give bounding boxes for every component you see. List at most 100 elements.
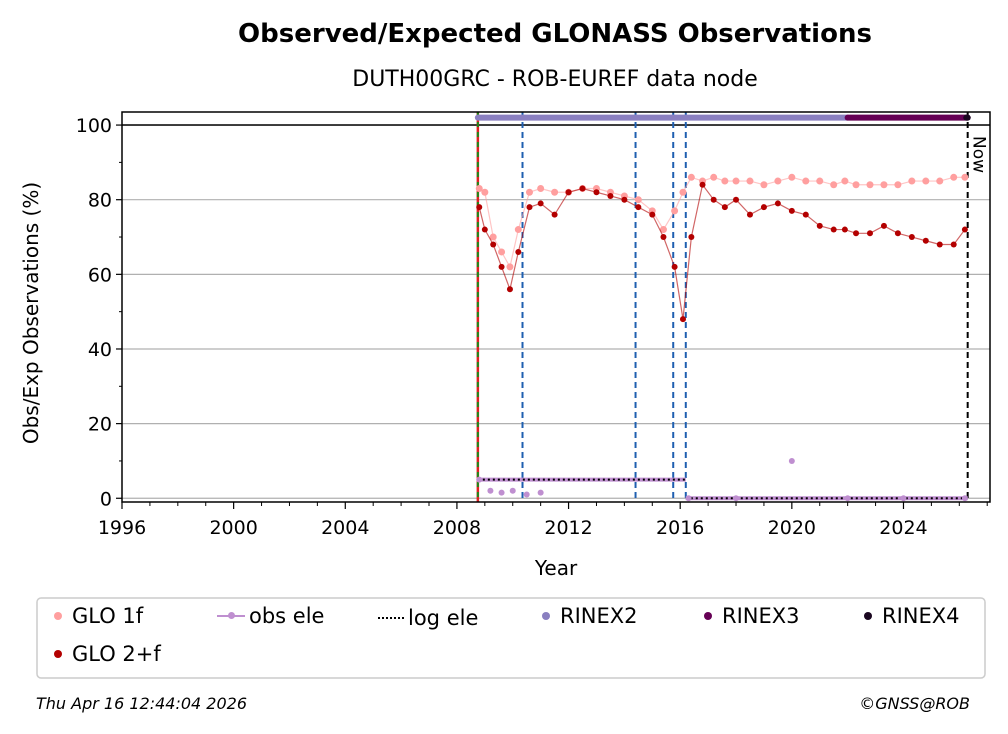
glo-2f-point-37 bbox=[922, 237, 929, 244]
obs-ele-point-8 bbox=[788, 457, 795, 464]
glo-1f-point-35 bbox=[894, 181, 902, 189]
obs-ele-point-10 bbox=[900, 495, 907, 502]
glo-1f-point-21 bbox=[710, 173, 718, 181]
glo-1f-point-29 bbox=[816, 177, 824, 185]
glo-2f-point-16 bbox=[660, 234, 667, 241]
legend-label-rinex4: RINEX4 bbox=[882, 604, 960, 628]
glo-2f-point-28 bbox=[802, 211, 809, 218]
footer-timestamp: Thu Apr 16 12:44:04 2026 bbox=[36, 694, 248, 713]
legend-item-rinex2: RINEX2 bbox=[536, 604, 638, 628]
glo-1f-point-38 bbox=[936, 177, 944, 185]
y-tick-label-100: 100 bbox=[76, 115, 112, 137]
obs-ele-point-4 bbox=[523, 491, 530, 498]
glo-2f-point-12 bbox=[607, 192, 614, 199]
glo-2f-point-27 bbox=[788, 207, 795, 214]
glo-1f-point-40 bbox=[961, 173, 969, 181]
glo-1f-point-1 bbox=[481, 188, 489, 196]
obs-ele-point-3 bbox=[509, 487, 516, 494]
legend-item-glo-1f: GLO 1f bbox=[48, 604, 143, 628]
glo-2f-point-31 bbox=[841, 226, 848, 233]
glo-2f-point-40 bbox=[961, 226, 968, 233]
glo-1f-point-30 bbox=[830, 181, 838, 189]
obs-ele-point-11 bbox=[961, 495, 968, 502]
glo-1f-point-3 bbox=[498, 248, 506, 256]
glo-1f-point-0 bbox=[475, 185, 483, 193]
x-tick-label-2000: 2000 bbox=[209, 517, 257, 539]
glo-1f-point-32 bbox=[852, 181, 860, 189]
glo-2f-point-24 bbox=[746, 211, 753, 218]
x-tick-label-2020: 2020 bbox=[768, 517, 816, 539]
obs-ele-point-7 bbox=[733, 495, 740, 502]
glo-2f-point-26 bbox=[774, 200, 781, 207]
chart-title: Observed/Expected GLONASS Observations bbox=[238, 19, 872, 49]
glo-1f-point-7 bbox=[537, 185, 545, 193]
glo-2f-point-11 bbox=[593, 189, 600, 196]
y-tick-label-0: 0 bbox=[100, 488, 112, 510]
glo-1f-point-24 bbox=[746, 177, 754, 185]
x-tick-label-2024: 2024 bbox=[879, 517, 927, 539]
glo-2f-point-0 bbox=[476, 204, 483, 211]
glo-1f-point-37 bbox=[922, 177, 930, 185]
glo-1f-point-4 bbox=[506, 263, 514, 271]
x-tick-label-2008: 2008 bbox=[433, 517, 481, 539]
glo-2f-point-9 bbox=[565, 189, 572, 196]
legend-box bbox=[36, 597, 986, 679]
now-label: Now bbox=[969, 136, 989, 173]
x-tick-label-2004: 2004 bbox=[321, 517, 369, 539]
glo-2f-point-13 bbox=[621, 196, 628, 203]
x-axis-label: Year bbox=[534, 556, 578, 580]
glo-1f-point-31 bbox=[841, 177, 849, 185]
x-tick-label-1996: 1996 bbox=[98, 517, 146, 539]
glo-2f-point-30 bbox=[830, 226, 837, 233]
glo-1f-point-26 bbox=[774, 177, 782, 185]
glo-2f-point-14 bbox=[635, 204, 642, 211]
glo-2f-point-7 bbox=[537, 200, 544, 207]
obs-ele-point-0 bbox=[476, 476, 483, 483]
glo-1f-point-27 bbox=[788, 173, 796, 181]
legend-marker-rinex4 bbox=[864, 612, 872, 620]
legend-label-log-ele: log ele bbox=[408, 606, 479, 630]
legend-item-rinex4: RINEX4 bbox=[858, 604, 960, 628]
legend-item-glo-2f: GLO 2+f bbox=[48, 642, 161, 666]
glo-1f-point-22 bbox=[721, 177, 729, 185]
glo-2f-point-36 bbox=[908, 234, 915, 241]
plot-area: Now 0 20 40 60 80 100 1996 2000 2004 2008 2012 2016 2… bbox=[76, 111, 991, 539]
glo-2f-point-22 bbox=[721, 204, 728, 211]
glo-1f-point-2 bbox=[489, 233, 497, 241]
legend-label-glo-2f: GLO 2+f bbox=[72, 642, 161, 666]
glo-1f-point-17 bbox=[671, 207, 679, 215]
glo-1f-point-25 bbox=[760, 181, 768, 189]
legend-marker-obs-ele bbox=[217, 612, 245, 619]
legend-item-rinex3: RINEX3 bbox=[698, 604, 800, 628]
glo-2f-point-38 bbox=[936, 241, 943, 248]
glo-2f-point-3 bbox=[498, 263, 505, 270]
glo-1f-point-34 bbox=[880, 181, 888, 189]
glo-2f-point-5 bbox=[515, 248, 522, 255]
legend-item-obs-ele: obs ele bbox=[217, 604, 324, 628]
legend-label-rinex2: RINEX2 bbox=[560, 604, 638, 628]
glo-2f-point-4 bbox=[506, 286, 513, 293]
glo-1f-point-39 bbox=[950, 173, 958, 181]
obs-ele-point-1 bbox=[487, 487, 494, 494]
glo-2f-line bbox=[478, 183, 966, 320]
chart-subtitle: DUTH00GRC - ROB-EUREF data node bbox=[352, 67, 757, 92]
obs-ele-point-5 bbox=[537, 489, 544, 496]
glo-1f-point-28 bbox=[802, 177, 810, 185]
legend-marker-glo-1f bbox=[54, 612, 62, 620]
legend-item-log-ele: log ele bbox=[378, 606, 478, 630]
glo-2f-point-2 bbox=[490, 241, 497, 248]
glo-2f-point-1 bbox=[481, 226, 488, 233]
legend-marker-glo-2f bbox=[54, 650, 62, 658]
glo-2f-point-29 bbox=[816, 222, 823, 229]
glo-1f-point-23 bbox=[732, 177, 740, 185]
glo-1f-point-5 bbox=[514, 226, 522, 234]
glo-2f-point-39 bbox=[950, 241, 957, 248]
y-tick-label-80: 80 bbox=[88, 190, 112, 212]
glo-2f-point-33 bbox=[866, 230, 873, 237]
footer-credit: ©GNSS@ROB bbox=[859, 694, 970, 713]
glo-2f-point-19 bbox=[688, 234, 695, 241]
glo-2f-point-20 bbox=[699, 181, 706, 188]
glo-2f-point-17 bbox=[671, 263, 678, 270]
legend-marker-rinex2 bbox=[542, 612, 550, 620]
